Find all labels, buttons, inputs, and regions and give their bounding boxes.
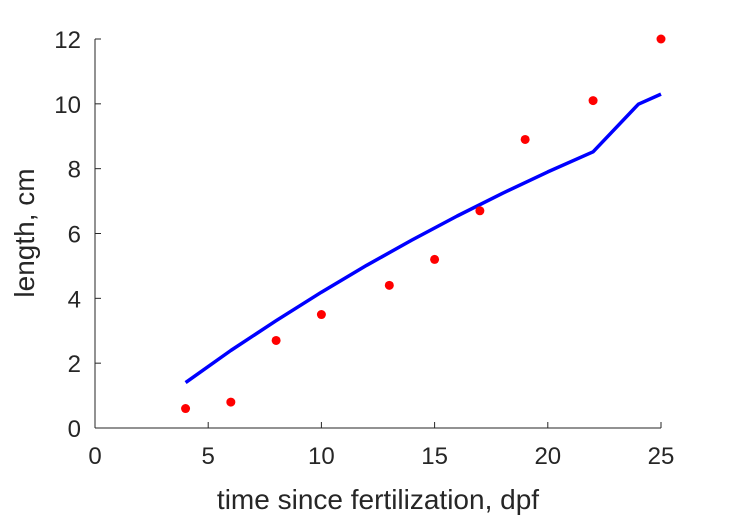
x-axis-title: time since fertilization, dpf [217, 484, 539, 515]
data-point [316, 310, 326, 320]
data-point [181, 404, 191, 414]
data-point [271, 335, 281, 345]
data-point [475, 206, 485, 216]
y-tick-label: 12 [54, 27, 81, 54]
y-tick-label: 0 [68, 416, 81, 443]
x-axis-ticks: 0 5 10 15 20 25 [88, 422, 674, 470]
x-tick-label: 10 [308, 443, 335, 470]
data-point [520, 134, 530, 144]
data-point [430, 254, 440, 264]
fit-curve [184, 92, 662, 385]
data-point [656, 34, 666, 44]
data-point [226, 397, 236, 407]
x-tick-label: 15 [421, 443, 448, 470]
y-axis-title: length, cm [9, 168, 40, 297]
x-tick-label: 20 [534, 443, 561, 470]
y-axis-ticks: 0 2 4 6 8 10 12 [54, 27, 101, 443]
x-tick-label: 0 [88, 443, 101, 470]
data-point [384, 280, 394, 290]
x-tick-label: 25 [648, 443, 675, 470]
plot-area [181, 34, 666, 414]
y-tick-label: 10 [54, 92, 81, 119]
y-tick-label: 8 [68, 157, 81, 184]
x-tick-label: 5 [202, 443, 215, 470]
y-tick-label: 2 [68, 351, 81, 378]
y-tick-label: 4 [68, 286, 81, 313]
data-point [588, 96, 598, 106]
y-tick-label: 6 [68, 222, 81, 249]
